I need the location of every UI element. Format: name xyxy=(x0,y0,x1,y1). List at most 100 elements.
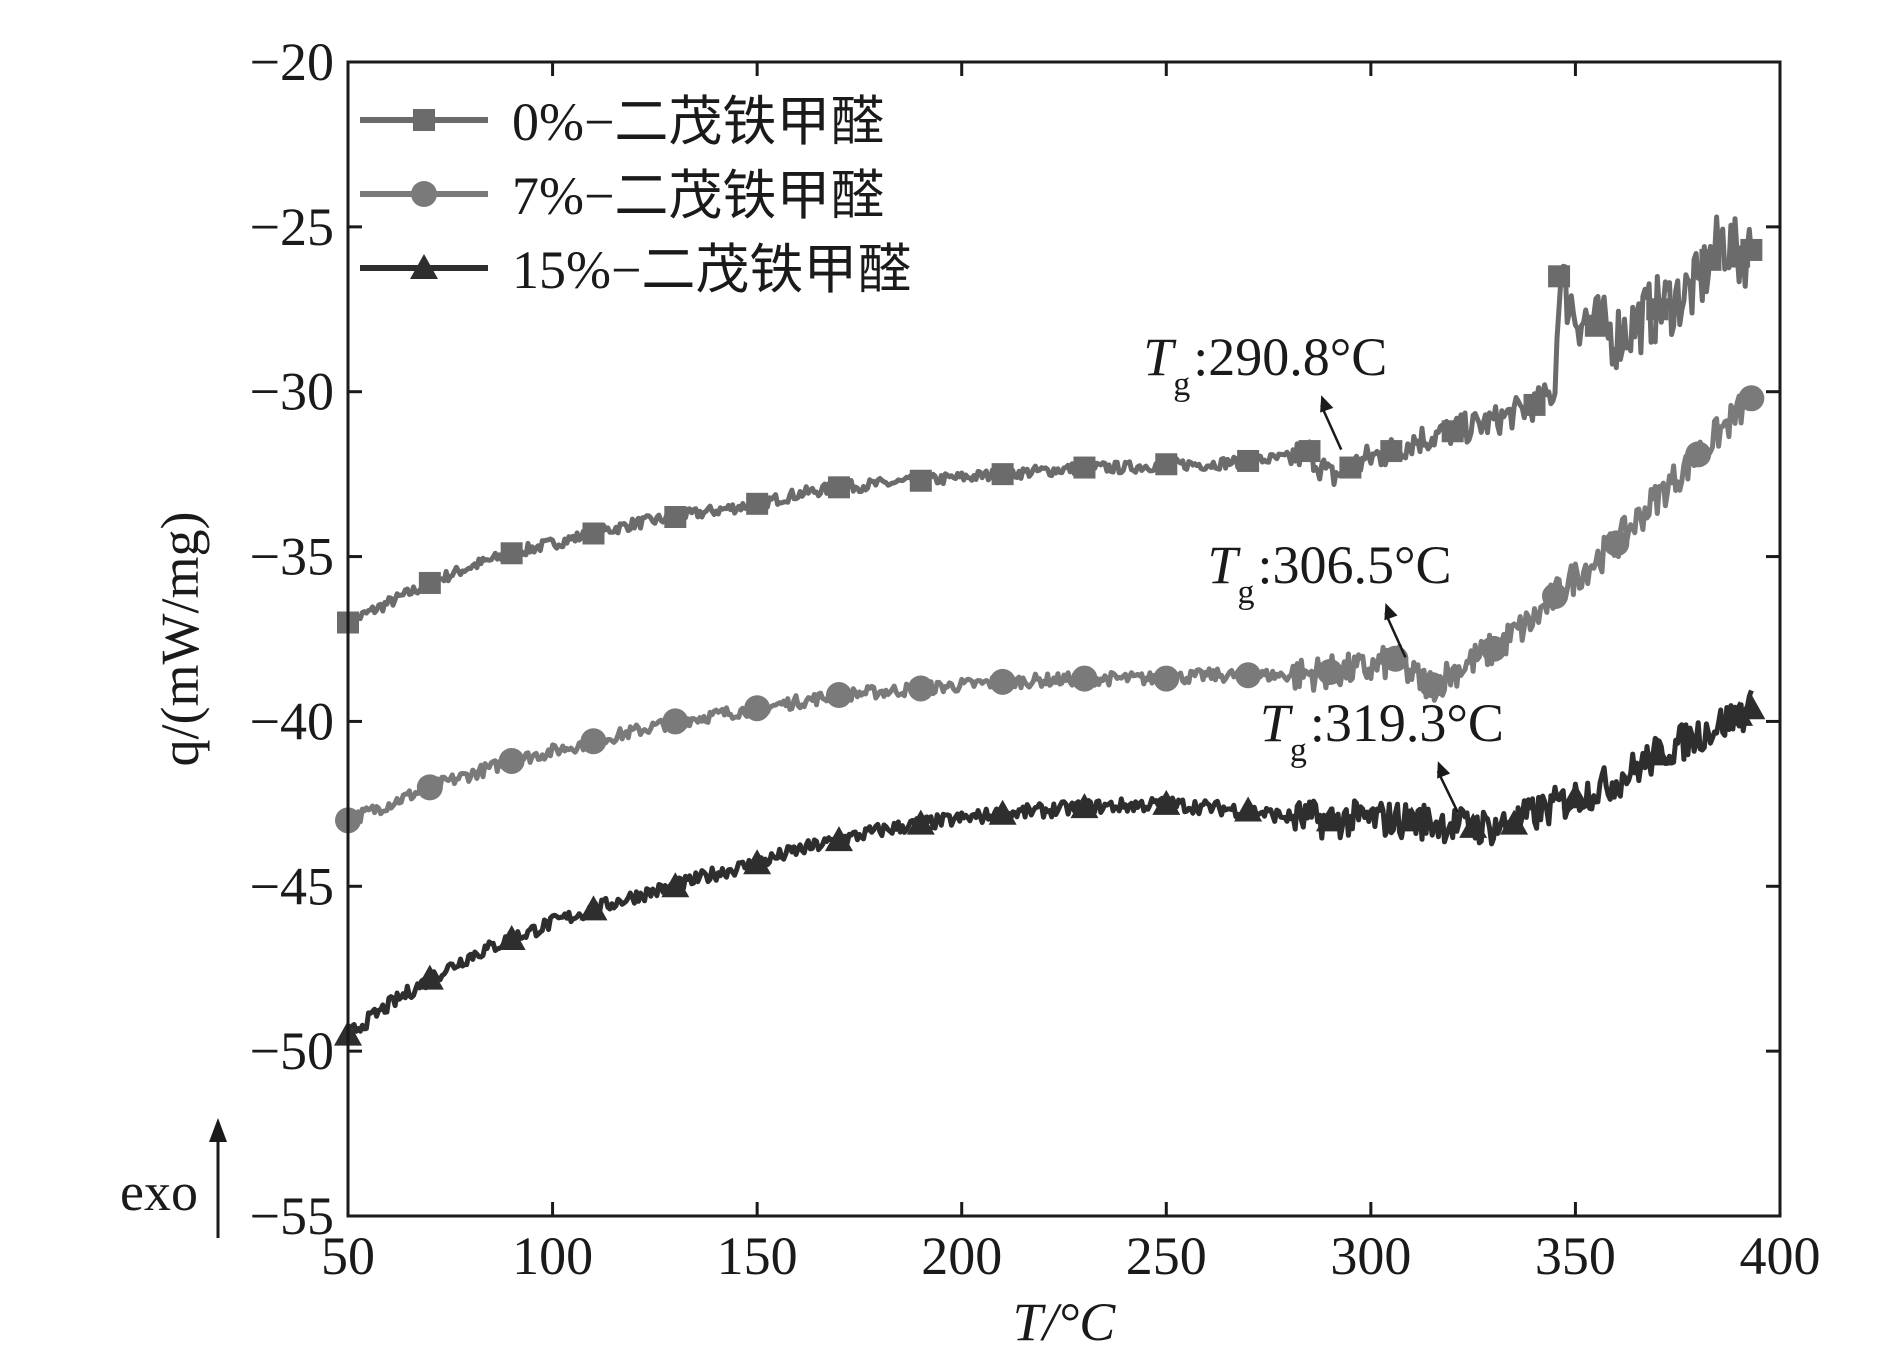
data-point-marker xyxy=(416,774,443,801)
y-tick-label: −45 xyxy=(250,856,334,916)
data-point-marker xyxy=(1234,796,1263,822)
data-point-marker xyxy=(500,542,523,565)
data-point-marker xyxy=(1316,658,1343,685)
y-tick-label: −40 xyxy=(250,691,334,751)
x-axis-title: T/°C xyxy=(1013,1292,1117,1352)
tg-label-value: :319.3°C xyxy=(1310,693,1504,753)
tg-arrow xyxy=(1320,404,1343,451)
data-point-marker xyxy=(1298,440,1321,463)
tg-arrow-head xyxy=(1437,761,1451,779)
data-point-marker xyxy=(827,476,850,499)
data-point-marker xyxy=(1500,809,1529,835)
x-tick-labels: 50 100 150 200 250 300 350 400 xyxy=(321,1226,1821,1286)
data-point-marker xyxy=(1073,456,1096,479)
data-point-marker xyxy=(1685,441,1712,468)
data-point-marker xyxy=(1584,314,1607,337)
data-point-marker xyxy=(661,872,690,898)
legend-label: 7%−二茂铁甲醛 xyxy=(512,166,884,226)
data-point-marker xyxy=(1155,453,1178,476)
tg-label-value: :306.5°C xyxy=(1257,535,1451,595)
tg-label-value: :290.8°C xyxy=(1193,327,1387,387)
series-1 xyxy=(335,385,1765,834)
data-point-marker xyxy=(580,728,607,755)
x-tick-label: 400 xyxy=(1740,1226,1821,1286)
data-point-marker xyxy=(1548,265,1571,288)
plot-series xyxy=(334,214,1766,1046)
tg-label-sub: g xyxy=(1237,574,1254,611)
y-tick-label: −50 xyxy=(250,1021,334,1081)
series-line xyxy=(346,388,1754,828)
tg-label-sub: g xyxy=(1173,366,1190,403)
data-point-marker xyxy=(1459,812,1488,838)
data-point-marker xyxy=(662,708,689,735)
tg-label-main: T xyxy=(1260,693,1294,753)
data-point-marker xyxy=(1643,740,1672,766)
data-point-marker xyxy=(1419,672,1446,699)
data-point-marker xyxy=(498,747,525,774)
series-line xyxy=(347,689,1754,1034)
series-0 xyxy=(337,214,1763,634)
exo-indicator: exo xyxy=(120,1118,227,1238)
data-point-marker xyxy=(418,571,441,594)
data-point-marker xyxy=(909,469,932,492)
y-tick-label: −35 xyxy=(250,527,334,587)
x-tick-label: 50 xyxy=(321,1226,375,1286)
tick-marks xyxy=(346,60,1782,1218)
data-point-marker xyxy=(1725,700,1754,726)
tg-arrow xyxy=(1436,770,1459,813)
data-point-marker xyxy=(825,682,852,709)
data-point-marker xyxy=(1699,248,1722,271)
y-tick-labels: −20 −25 −30 −35 −40 −45 −50 −55 xyxy=(250,32,334,1246)
data-point-marker xyxy=(1561,783,1590,809)
data-point-marker xyxy=(824,826,853,852)
data-point-marker xyxy=(746,492,769,515)
series-2 xyxy=(334,689,1766,1046)
data-point-marker xyxy=(989,668,1016,695)
y-axis-title: q/(mW/mg) xyxy=(150,512,210,767)
tg-label-main: T xyxy=(1143,327,1177,387)
data-point-marker xyxy=(1380,440,1403,463)
data-point-marker xyxy=(415,964,444,990)
y-tick-label: −55 xyxy=(250,1186,334,1246)
legend-marker xyxy=(410,254,438,279)
tg-label-main: T xyxy=(1207,535,1241,595)
data-point-marker xyxy=(1339,456,1362,479)
x-tick-label: 200 xyxy=(921,1226,1002,1286)
data-point-marker xyxy=(991,463,1014,486)
tg-arrow-head xyxy=(1320,395,1334,413)
legend-marker xyxy=(411,181,437,207)
x-tick-label: 100 xyxy=(512,1226,593,1286)
data-point-marker xyxy=(1382,645,1409,672)
data-point-marker xyxy=(1152,789,1181,815)
x-tick-label: 350 xyxy=(1535,1226,1616,1286)
data-point-marker xyxy=(1397,806,1426,832)
data-point-marker xyxy=(1603,530,1630,557)
data-point-marker xyxy=(664,506,687,529)
legend-entry: 7%−二茂铁甲醛 xyxy=(360,166,884,226)
data-point-marker xyxy=(1153,665,1180,692)
legend-entry: 0%−二茂铁甲醛 xyxy=(360,92,884,152)
data-point-marker xyxy=(1235,662,1262,689)
data-point-marker xyxy=(1480,635,1507,662)
data-point-marker xyxy=(579,895,608,921)
y-tick-label: −30 xyxy=(250,362,334,422)
y-tick-label: −20 xyxy=(250,32,334,92)
legend-label: 0%−二茂铁甲醛 xyxy=(512,92,884,152)
data-point-marker xyxy=(1738,385,1765,412)
legend-marker xyxy=(413,109,435,131)
data-point-marker xyxy=(907,675,934,702)
data-point-marker xyxy=(1071,665,1098,692)
data-point-marker xyxy=(743,849,772,875)
tg-arrow xyxy=(1384,612,1407,658)
data-point-marker xyxy=(582,522,605,545)
data-point-marker xyxy=(1740,238,1763,261)
legend-entry: 15%−二茂铁甲醛 xyxy=(360,240,911,300)
plot-frame xyxy=(346,60,1782,1218)
x-tick-label: 150 xyxy=(717,1226,798,1286)
legend: 0%−二茂铁甲醛 7%−二茂铁甲醛 15%−二茂铁甲醛 xyxy=(360,92,911,300)
